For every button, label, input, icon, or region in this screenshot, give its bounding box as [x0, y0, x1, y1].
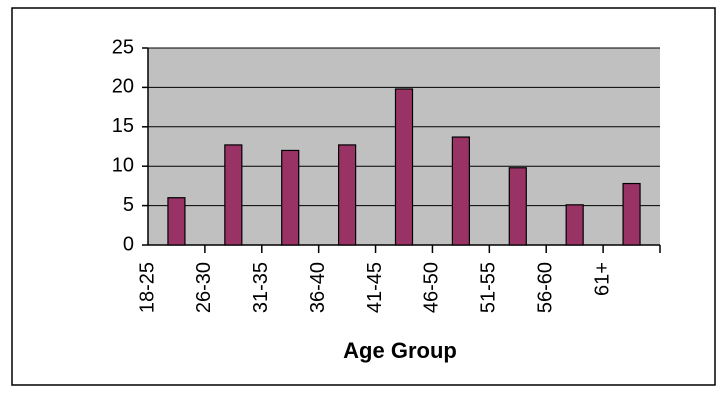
bar — [508, 167, 527, 246]
x-axis-title: Age Group — [343, 338, 457, 363]
x-tick-label: 41-45 — [364, 262, 386, 313]
y-tick-label: 10 — [112, 154, 134, 176]
x-tick-label: 51-55 — [478, 262, 500, 313]
y-axis-title: Frequency — [0, 94, 10, 206]
y-tick-label: 0 — [123, 233, 134, 255]
x-tick-label: 61+ — [591, 262, 613, 296]
bar — [224, 144, 243, 246]
bar — [338, 144, 357, 246]
x-tick-label: 18-25 — [136, 262, 158, 313]
x-tick-label: 26-30 — [193, 262, 215, 313]
bar — [167, 197, 186, 246]
y-tick-label: 5 — [123, 194, 134, 216]
x-tick-label: 31-35 — [250, 262, 272, 313]
y-tick-label: 25 — [112, 36, 134, 58]
x-tick-label: 36-40 — [307, 262, 329, 313]
y-tick-label: 20 — [112, 76, 134, 98]
bar — [622, 182, 641, 246]
bar — [565, 204, 584, 246]
bar — [451, 136, 470, 246]
x-tick-label: 46-50 — [421, 262, 443, 313]
bar — [394, 88, 414, 246]
y-title-wrap: Frequency — [0, 94, 10, 206]
x-tick-label: 56-60 — [535, 262, 557, 313]
bar — [281, 149, 300, 246]
y-tick-label: 15 — [112, 115, 134, 137]
